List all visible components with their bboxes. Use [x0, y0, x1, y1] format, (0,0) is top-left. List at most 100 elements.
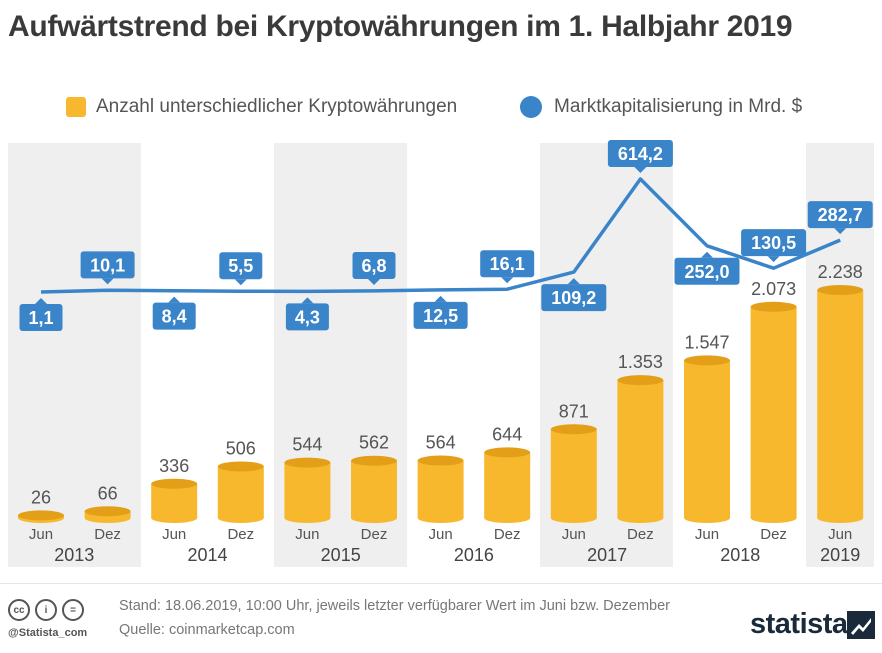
bar-top	[550, 424, 597, 435]
year-label: 2015	[321, 545, 361, 565]
line-label-pointer	[301, 297, 314, 304]
line-value-label: 4,3	[295, 307, 320, 327]
bar	[351, 460, 397, 518]
bar-value-label: 564	[426, 433, 456, 453]
bar-top	[284, 457, 331, 468]
line-value-label: 282,7	[818, 205, 863, 225]
line-value-label: 614,2	[618, 144, 663, 164]
x-tick-label: Dez	[227, 526, 254, 543]
line-value-label: 252,0	[684, 262, 729, 282]
line-label-box	[807, 201, 873, 229]
footer-source: Quelle: coinmarketcap.com	[119, 622, 295, 638]
line-label-pointer	[634, 167, 647, 173]
line-label-box	[152, 302, 196, 330]
bar-base	[817, 513, 864, 523]
statista-logo: statista	[750, 608, 848, 640]
line-value-label: 130,5	[751, 233, 796, 253]
x-tick-label: Jun	[828, 526, 852, 543]
year-label: 2013	[54, 545, 94, 565]
bar	[217, 466, 264, 518]
line-label-pointer	[168, 296, 181, 303]
bar-base	[684, 513, 730, 523]
bar-top	[417, 455, 464, 466]
bar-base	[351, 513, 397, 523]
bar-value-label: 66	[98, 483, 118, 503]
footer-divider	[0, 583, 882, 584]
line-label-box	[607, 140, 673, 167]
line-label-box	[674, 257, 740, 285]
bar-value-label: 336	[159, 456, 189, 476]
line-label-pointer	[567, 278, 580, 285]
legend-item-bars: Anzahl unterschiedlicher Kryptowährungen	[66, 96, 457, 118]
bar-value-label: 2.073	[751, 279, 796, 299]
bar-base	[484, 513, 531, 523]
line-value-label: 6,8	[361, 256, 386, 276]
line-label-pointer	[101, 278, 114, 285]
line-label-box	[413, 301, 468, 329]
bar-top	[617, 375, 664, 386]
line-label-pointer	[434, 295, 447, 302]
year-label: 2016	[454, 545, 494, 565]
x-tick-label: Jun	[429, 526, 453, 543]
bar-base	[284, 513, 331, 523]
by-icon: i	[35, 599, 57, 621]
footer-stand: Stand: 18.06.2019, 10:00 Uhr, jeweils le…	[119, 598, 671, 614]
line-label-pointer	[35, 298, 47, 304]
line-label-box	[19, 304, 63, 331]
line-label-box	[352, 251, 396, 279]
x-tick-label: Jun	[295, 526, 319, 543]
bar-base	[750, 513, 797, 523]
year-label: 2014	[187, 545, 227, 565]
legend-line-label: Marktkapitalisierung in Mrd. $	[554, 96, 803, 117]
legend-item-line: Marktkapitalisierung in Mrd. $	[520, 96, 802, 118]
bar-top	[84, 506, 131, 517]
x-tick-label: Dez	[361, 526, 388, 543]
x-tick-label: Jun	[695, 526, 719, 543]
x-tick-label: Jun	[562, 526, 586, 543]
year-label: 2019	[820, 545, 860, 565]
bar-top	[484, 447, 531, 458]
bar-value-label: 2.238	[818, 262, 863, 282]
line-value-label: 5,5	[228, 256, 253, 276]
line-value-label: 10,1	[90, 255, 125, 275]
line-label-pointer	[834, 228, 847, 235]
bar-base	[217, 513, 264, 523]
line-value-label: 109,2	[551, 288, 596, 308]
bar	[550, 429, 597, 518]
bar-top	[18, 510, 64, 521]
bar-top	[151, 478, 198, 489]
bar-top	[217, 461, 264, 472]
bar-top	[684, 355, 730, 366]
line-label-pointer	[701, 251, 713, 258]
bar-value-label: 644	[492, 424, 522, 444]
bar-value-label: 26	[31, 487, 51, 507]
bar	[817, 290, 864, 518]
bar-top	[817, 285, 864, 295]
bar-base	[550, 513, 597, 523]
statista-handle: @Statista_com	[8, 627, 88, 639]
line-label-pointer	[501, 277, 514, 284]
bar-value-label: 506	[226, 438, 256, 458]
legend-bars-label: Anzahl unterschiedlicher Kryptowährungen	[96, 96, 458, 117]
line-label-pointer	[368, 278, 380, 285]
legend-bar-swatch	[66, 97, 86, 117]
year-label: 2017	[587, 545, 627, 565]
bar-base	[151, 513, 198, 523]
x-tick-label: Dez	[494, 526, 521, 543]
bar-value-label: 871	[559, 401, 589, 421]
line-label-box	[219, 252, 263, 280]
year-label: 2018	[720, 545, 760, 565]
x-tick-label: Dez	[94, 526, 121, 543]
x-tick-label: Dez	[627, 526, 654, 543]
bar	[750, 306, 797, 518]
line-value-label: 12,5	[423, 306, 458, 326]
x-tick-label: Jun	[29, 526, 53, 543]
bar	[417, 460, 464, 518]
chart-title: Aufwärtstrend bei Kryptowährungen im 1. …	[8, 10, 793, 43]
line-value-label: 16,1	[490, 254, 525, 274]
bar	[151, 483, 198, 518]
line-label-box	[741, 229, 807, 257]
legend-line-swatch	[520, 96, 542, 118]
line-label-box	[80, 251, 135, 279]
